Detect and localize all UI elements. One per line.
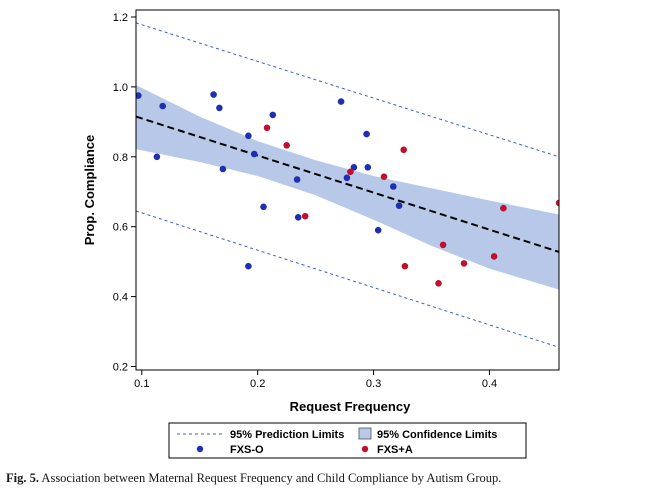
legend-fxs-a-label: FXS+A bbox=[377, 444, 413, 456]
point-fxs-o-3 bbox=[210, 91, 217, 98]
point-fxs-plus-a-8 bbox=[439, 241, 447, 249]
point-fxs-plus-a-11 bbox=[500, 204, 507, 212]
point-fxs-o-8 bbox=[250, 150, 258, 158]
x-axis-title: Request Frequency bbox=[290, 399, 411, 414]
plot-frame bbox=[135, 9, 560, 371]
caption-text: Association between Maternal Request Fre… bbox=[41, 471, 502, 485]
point-fxs-plus-a-12 bbox=[555, 199, 559, 207]
point-fxs-o-13 bbox=[337, 98, 345, 105]
x-axis-ticks: 0.1 0.2 0.3 0.4 bbox=[134, 370, 497, 390]
point-fxs-o-19 bbox=[390, 183, 397, 190]
y-axis-title: Prop. Compliance bbox=[82, 135, 97, 246]
legend-confidence-label: 95% Confidence Limits bbox=[377, 429, 497, 441]
point-fxs-plus-a-5 bbox=[400, 146, 408, 154]
scatter-chart: 0.1 0.2 0.3 0.4 0.2 0.4 0.6 0.8 1.0 1.2 Request … bbox=[82, 9, 560, 459]
prediction-limit-upper bbox=[136, 22, 559, 158]
point-fxs-o-5 bbox=[219, 165, 227, 173]
y-tick-label: 0.8 bbox=[113, 152, 128, 164]
legend-confidence-swatch bbox=[358, 427, 372, 440]
figure-caption: Fig. 5. Association between Maternal Req… bbox=[6, 471, 646, 486]
point-fxs-plus-a-7 bbox=[435, 280, 442, 287]
data-points bbox=[136, 91, 559, 287]
y-axis-ticks: 0.2 0.4 0.6 0.8 1.0 1.2 bbox=[113, 12, 136, 374]
caption-label: Fig. 5. bbox=[6, 471, 39, 485]
x-tick-label: 0.3 bbox=[366, 378, 381, 390]
legend-fxs-o-label: FXS-O bbox=[230, 444, 264, 456]
point-fxs-plus-a-0 bbox=[263, 124, 271, 132]
legend-prediction-label: 95% Prediction Limits bbox=[230, 429, 344, 441]
legend: 95% Prediction Limits 95% Confidence Lim… bbox=[168, 422, 527, 459]
point-fxs-o-0 bbox=[136, 92, 142, 99]
legend-fxs-o-marker bbox=[196, 445, 204, 453]
point-fxs-plus-a-2 bbox=[301, 212, 309, 220]
point-fxs-plus-a-1 bbox=[283, 142, 291, 149]
point-fxs-o-9 bbox=[260, 203, 267, 211]
point-fxs-o-11 bbox=[293, 176, 301, 183]
point-fxs-o-2 bbox=[159, 102, 166, 110]
x-tick-label: 0.1 bbox=[134, 378, 149, 390]
point-fxs-o-17 bbox=[364, 164, 372, 171]
point-fxs-o-1 bbox=[153, 153, 161, 161]
prediction-limit-lower bbox=[136, 210, 559, 348]
point-fxs-o-4 bbox=[216, 104, 223, 112]
y-tick-label: 0.4 bbox=[113, 292, 128, 304]
regression-line bbox=[136, 115, 559, 253]
point-fxs-plus-a-6 bbox=[401, 262, 409, 270]
y-tick-label: 1.0 bbox=[113, 82, 128, 94]
point-fxs-o-10 bbox=[269, 111, 277, 119]
point-fxs-plus-a-3 bbox=[347, 168, 354, 176]
legend-frame bbox=[168, 422, 527, 459]
point-fxs-plus-a-4 bbox=[380, 173, 388, 180]
point-fxs-o-20 bbox=[395, 202, 403, 209]
y-tick-label: 0.6 bbox=[113, 222, 128, 234]
confidence-band bbox=[136, 85, 559, 290]
point-fxs-o-6 bbox=[245, 132, 252, 140]
point-fxs-o-16 bbox=[363, 130, 370, 138]
y-tick-label: 1.2 bbox=[113, 12, 128, 24]
point-fxs-plus-a-10 bbox=[490, 253, 498, 260]
x-tick-label: 0.4 bbox=[482, 378, 497, 390]
point-fxs-o-12 bbox=[294, 214, 302, 221]
point-fxs-o-7 bbox=[245, 262, 252, 270]
legend-fxs-a-marker bbox=[361, 445, 369, 453]
point-fxs-plus-a-9 bbox=[460, 260, 468, 267]
y-tick-label: 0.2 bbox=[113, 362, 128, 374]
x-tick-label: 0.2 bbox=[250, 378, 265, 390]
point-fxs-o-15 bbox=[350, 164, 358, 171]
point-fxs-o-18 bbox=[374, 226, 382, 234]
point-fxs-o-14 bbox=[343, 174, 351, 182]
